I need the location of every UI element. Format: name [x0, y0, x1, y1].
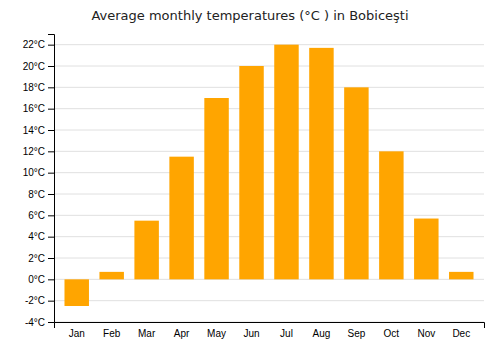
y-tick-mark	[48, 130, 54, 131]
x-tick-label: Dec	[452, 328, 470, 339]
y-tick-label: -4°C	[25, 317, 45, 328]
grid-line	[54, 172, 484, 173]
grid-line	[54, 66, 484, 67]
x-tick-label: Apr	[174, 328, 190, 339]
x-tick-label: Nov	[417, 328, 435, 339]
y-tick: 22°C	[23, 39, 54, 50]
bar	[134, 221, 158, 280]
x-tick: Aug	[313, 322, 331, 339]
y-tick-label: 10°C	[23, 167, 45, 178]
x-tick: Dec	[452, 322, 470, 339]
y-tick: 20°C	[23, 61, 54, 72]
x-tick-label: Sep	[347, 328, 365, 339]
y-tick-mark	[48, 279, 54, 280]
title: Average monthly temperatures (°C ) in Bo…	[91, 8, 408, 23]
x-tick-label: Oct	[384, 328, 400, 339]
bar	[204, 98, 228, 279]
bar	[309, 48, 333, 279]
y-tick-mark	[48, 194, 54, 195]
y-tick-label: 8°C	[28, 189, 45, 200]
x-tick-label: May	[207, 328, 226, 339]
y-tick: 18°C	[23, 82, 54, 93]
y-tick-mark	[48, 109, 54, 110]
x-tick: Jan	[69, 322, 85, 339]
x-tick: Sep	[347, 322, 365, 339]
y-tick-label: 12°C	[23, 146, 45, 157]
x-tick-label: Mar	[138, 328, 156, 339]
y-tick-mark	[48, 258, 54, 259]
y-tick: 6°C	[28, 210, 54, 221]
grid-line	[54, 194, 484, 195]
x-axis: Jan Feb Mar Apr May Jun Jul Aug Sep Oct Nov Dec	[55, 322, 485, 339]
y-tick: 8°C	[28, 189, 54, 200]
x-tick: Oct	[384, 322, 400, 339]
y-tick: 12°C	[23, 146, 54, 157]
x-tick-label: Feb	[103, 328, 121, 339]
y-tick-mark	[48, 173, 54, 174]
chart: Average monthly temperatures (°C ) in Bo…	[0, 0, 500, 350]
y-axis: -4°C -2°C 0°C 2°C 4°C 6°C 8°C 10°C 12°C 14°C 16°C 1…	[23, 35, 55, 328]
bar	[99, 272, 123, 279]
y-tick-label: 16°C	[23, 103, 45, 114]
y-tick-label: 2°C	[28, 253, 45, 264]
y-tick-mark	[48, 87, 54, 88]
x-tick: Apr	[174, 322, 190, 339]
x-tick: Mar	[138, 322, 156, 339]
grid-line	[54, 108, 484, 109]
bar	[64, 279, 88, 306]
y-tick: -2°C	[25, 295, 54, 306]
y-tick-mark	[48, 237, 54, 238]
y-tick-mark	[48, 45, 54, 46]
bar	[274, 45, 298, 280]
y-tick-mark	[48, 151, 54, 152]
x-tick-label: Jun	[243, 328, 259, 339]
x-tick-label: Jan	[69, 328, 85, 339]
x-tick: Jul	[280, 322, 293, 339]
y-tick: 4°C	[28, 231, 54, 242]
y-tick-mark	[48, 322, 54, 323]
grid-line	[54, 151, 484, 152]
y-tick: 14°C	[23, 125, 54, 136]
y-axis-line	[48, 35, 55, 323]
x-tick: Feb	[103, 322, 121, 339]
y-tick-mark	[48, 301, 54, 302]
x-tick: Jun	[243, 322, 259, 339]
y-tick-label: 6°C	[28, 210, 45, 221]
grid	[54, 45, 484, 322]
grid-line	[54, 300, 484, 301]
bar	[169, 157, 193, 280]
x-tick-label: Aug	[313, 328, 331, 339]
bar	[449, 272, 473, 279]
bar	[414, 219, 438, 280]
x-tick-label: Jul	[280, 328, 293, 339]
grid-line	[54, 215, 484, 216]
y-tick-label: 22°C	[23, 39, 45, 50]
bar	[239, 66, 263, 279]
x-tick: May	[207, 322, 226, 339]
y-tick: -4°C	[25, 317, 54, 328]
y-tick-label: 14°C	[23, 125, 45, 136]
y-tick: 0°C	[28, 274, 54, 285]
y-tick-label: 20°C	[23, 61, 45, 72]
grid-line	[54, 87, 484, 88]
y-tick-label: 4°C	[28, 231, 45, 242]
y-tick-mark	[48, 66, 54, 67]
x-tick: Nov	[417, 322, 435, 339]
bars	[64, 45, 473, 306]
grid-line	[54, 44, 484, 45]
y-tick: 16°C	[23, 103, 54, 114]
y-tick-label: 18°C	[23, 82, 45, 93]
y-tick: 10°C	[23, 167, 54, 178]
y-tick-label: 0°C	[28, 274, 45, 285]
y-tick-label: -2°C	[25, 295, 45, 306]
bar	[379, 151, 403, 279]
y-tick: 2°C	[28, 253, 54, 264]
y-tick-mark	[48, 215, 54, 216]
grid-line	[54, 130, 484, 131]
bar	[344, 87, 368, 279]
plot: -4°C -2°C 0°C 2°C 4°C 6°C 8°C 10°C 12°C 14°C 16°C 1…	[23, 35, 485, 340]
